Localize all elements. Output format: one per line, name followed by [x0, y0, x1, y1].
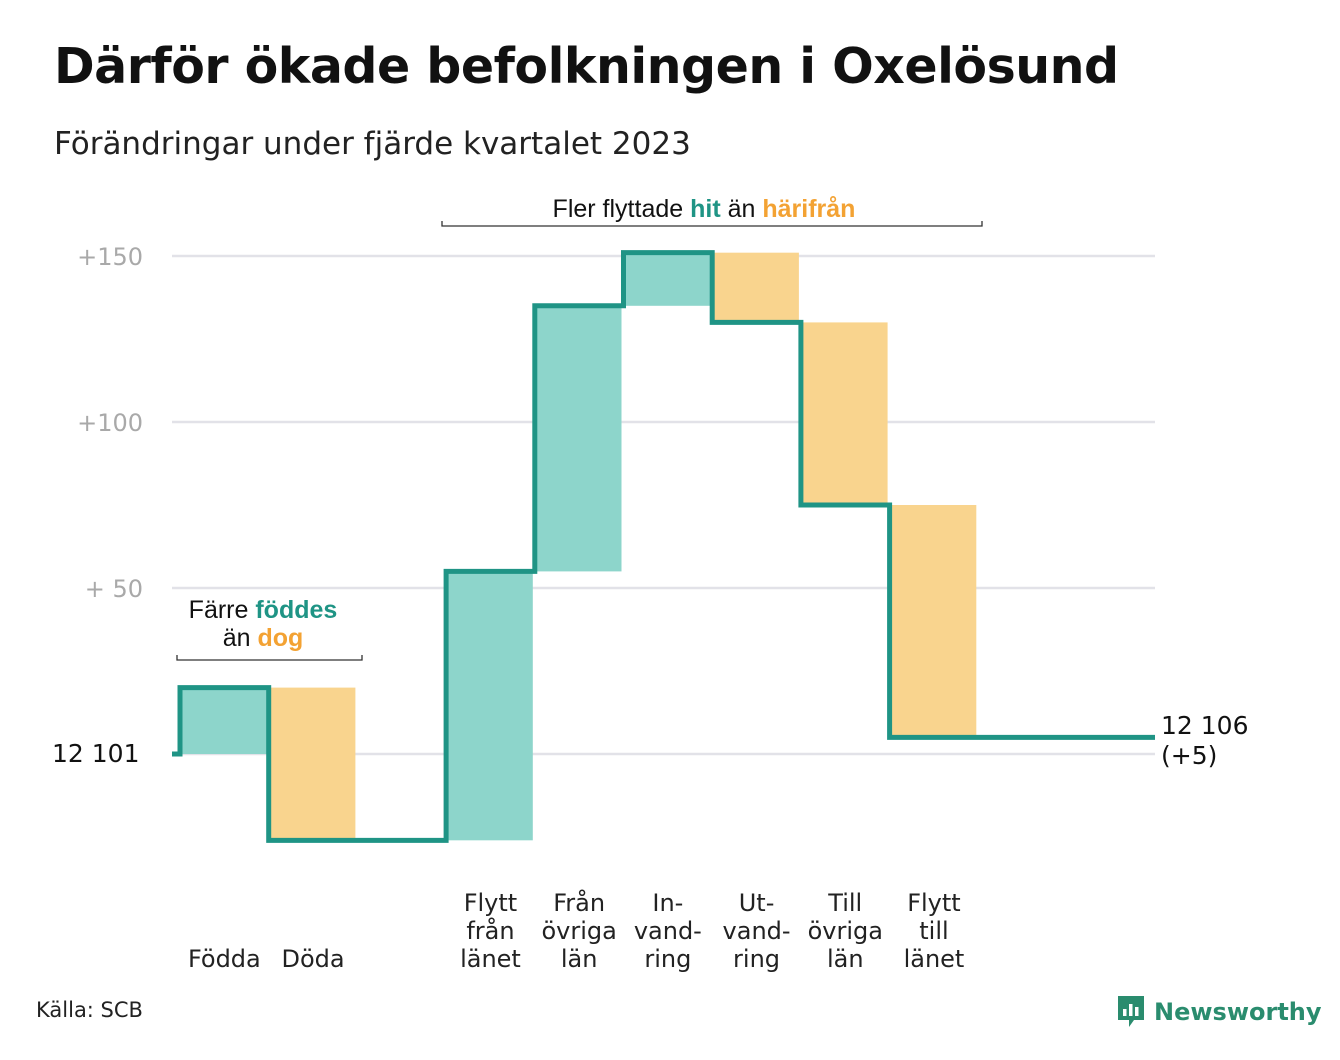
- annotation-segment: än: [223, 624, 251, 652]
- x-category-label: vand-: [723, 917, 791, 945]
- annotation-segment: dog: [251, 624, 304, 652]
- annotation-text: Färre föddes: [189, 596, 338, 624]
- y-tick-label: +150: [77, 243, 143, 271]
- annotation-text: än dog: [223, 624, 304, 652]
- end-value-label: 12 106: [1161, 711, 1248, 740]
- annotation-segment: än: [721, 195, 756, 223]
- x-category-label: Från: [553, 888, 605, 917]
- chart-title: Därför ökade befolkningen i Oxelösund: [54, 38, 1119, 95]
- annotation-segment: Färre: [189, 596, 249, 624]
- decrease-bar: [714, 252, 799, 323]
- x-category-label: Ut-: [739, 889, 775, 917]
- annotation-segment: härifrån: [755, 195, 855, 223]
- x-category-label: Döda: [281, 945, 344, 973]
- x-category-label: till: [919, 917, 948, 945]
- increase-bar: [180, 687, 267, 754]
- annotation-text: Fler flyttade hit än härifrån: [553, 195, 856, 223]
- annotation-segment: föddes: [248, 596, 337, 624]
- cumulative-step-line: [172, 250, 1155, 843]
- x-category-label: ring: [644, 945, 691, 973]
- annotation-segment: hit: [683, 195, 721, 223]
- x-category-label: länet: [904, 945, 965, 973]
- x-category-label: ring: [733, 945, 780, 973]
- brand-name: Newsworthy: [1154, 998, 1322, 1026]
- x-category-label: Flytt: [907, 889, 961, 917]
- x-category-label: från: [466, 916, 514, 945]
- grid-layer: [172, 254, 1155, 756]
- increase-bar: [448, 571, 533, 841]
- chart-subtitle: Förändringar under fjärde kvartalet 2023: [54, 126, 691, 162]
- end-value-label: (+5): [1161, 741, 1217, 770]
- increase-bar: [536, 305, 622, 572]
- decrease-bar: [802, 322, 888, 505]
- newsworthy-logo-icon: [1118, 996, 1144, 1027]
- x-category-label: län: [561, 945, 598, 973]
- x-category-label: Födda: [188, 945, 261, 973]
- y-tick-label: +100: [77, 409, 143, 437]
- line-layer: [172, 250, 1155, 843]
- x-category-label: län: [827, 945, 864, 973]
- x-category-label: Flytt: [464, 889, 518, 917]
- x-category-label: länet: [460, 945, 521, 973]
- x-category-label: In-: [652, 889, 683, 917]
- y-tick-label: + 50: [85, 575, 143, 603]
- brand-logo[interactable]: Newsworthy: [1116, 994, 1322, 1030]
- annotation-bracket: [441, 221, 983, 227]
- start-value-label: 12 101: [52, 739, 139, 768]
- annotation-segment: Fler flyttade: [553, 195, 684, 223]
- source-note: Källa: SCB: [36, 998, 143, 1022]
- x-category-label: övriga: [808, 917, 883, 945]
- x-category-label: övriga: [541, 917, 616, 945]
- decrease-bar: [891, 505, 977, 738]
- increase-bar: [625, 252, 711, 306]
- x-category-label: vand-: [634, 917, 702, 945]
- x-category-label: Till: [827, 889, 862, 917]
- annotation-bracket: [176, 655, 363, 661]
- decrease-bar: [270, 687, 356, 841]
- bar-layer: [180, 252, 977, 841]
